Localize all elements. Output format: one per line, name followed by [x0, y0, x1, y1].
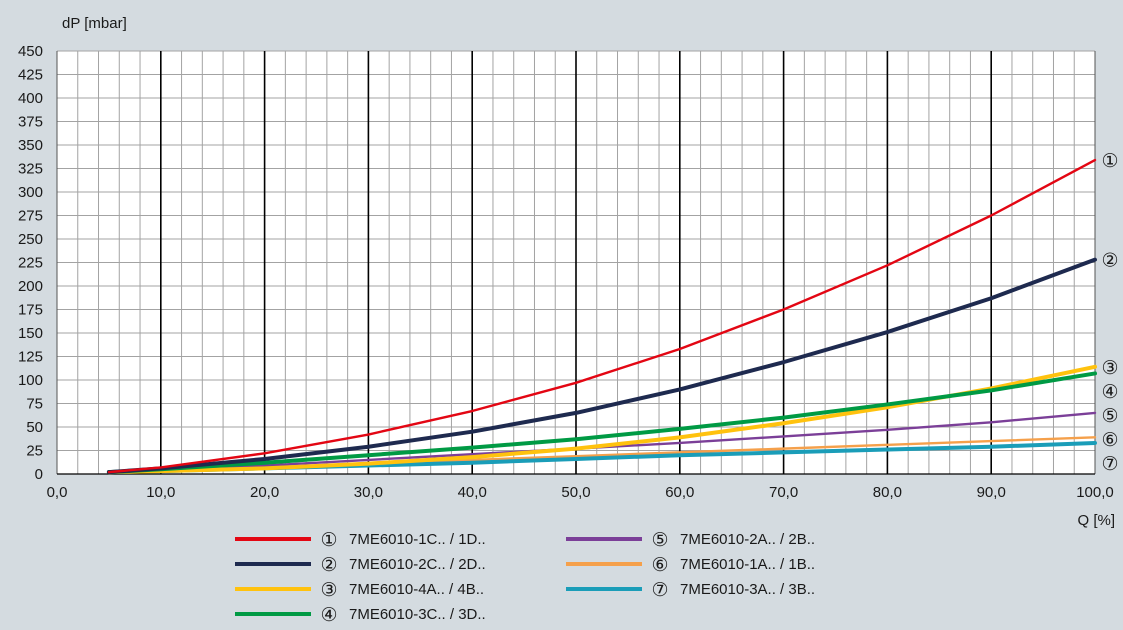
y-tick-label: 0: [35, 466, 43, 483]
y-tick-label: 50: [26, 419, 43, 436]
y-tick-labels: 0 25 50 75 100 125 150 175 200 225 250 275 300 325 350…: [18, 43, 43, 483]
legend-marker: ①: [320, 529, 337, 551]
y-tick-label: 75: [26, 396, 43, 413]
x-tick-label: 0,0: [47, 484, 68, 501]
y-tick-label: 375: [18, 114, 43, 131]
y-tick-label: 175: [18, 302, 43, 319]
series-end-marker: ⑥: [1101, 429, 1118, 451]
x-tick-label: 100,0: [1076, 484, 1114, 501]
legend-marker: ③: [320, 579, 337, 601]
x-tick-label: 70,0: [769, 484, 798, 501]
y-tick-label: 125: [18, 349, 43, 366]
x-tick-label: 60,0: [665, 484, 694, 501]
y-tick-label: 200: [18, 278, 43, 295]
x-tick-label: 20,0: [250, 484, 279, 501]
y-tick-label: 350: [18, 137, 43, 154]
y-tick-label: 400: [18, 90, 43, 107]
legend-marker: ④: [320, 604, 337, 626]
legend-marker: ②: [320, 554, 337, 576]
x-tick-label: 30,0: [354, 484, 383, 501]
legend: ① 7ME6010-1C.. / 1D.. ② 7ME6010-2C.. / 2D..…: [235, 529, 815, 626]
series-end-marker: ③: [1101, 357, 1118, 379]
series-end-marker: ①: [1101, 150, 1118, 172]
y-tick-label: 225: [18, 255, 43, 272]
x-tick-label: 50,0: [561, 484, 590, 501]
x-tick-label: 90,0: [977, 484, 1006, 501]
series-end-marker: ⑤: [1101, 405, 1118, 427]
series-line: [106, 257, 1097, 475]
series-end-marker: ⑦: [1101, 453, 1118, 475]
series-end-marker: ②: [1101, 250, 1118, 272]
legend-label: 7ME6010-2A.. / 2B..: [680, 531, 815, 548]
x-tick-label: 80,0: [873, 484, 902, 501]
legend-marker: ⑥: [651, 554, 668, 576]
y-tick-label: 425: [18, 67, 43, 84]
legend-label: 7ME6010-2C.. / 2D..: [349, 556, 486, 573]
series-line: [107, 158, 1097, 474]
y-tick-label: 25: [26, 443, 43, 460]
y-tick-label: 100: [18, 372, 43, 389]
legend-label: 7ME6010-1C.. / 1D..: [349, 531, 486, 548]
x-tick-label: 40,0: [458, 484, 487, 501]
y-tick-label: 250: [18, 231, 43, 248]
series-line: [106, 371, 1097, 475]
legend-label: 7ME6010-1A.. / 1B..: [680, 556, 815, 573]
legend-marker: ⑦: [651, 579, 668, 601]
legend-label: 7ME6010-3A.. / 3B..: [680, 581, 815, 598]
legend-label: 7ME6010-3C.. / 3D..: [349, 606, 486, 623]
y-tick-label: 325: [18, 161, 43, 178]
x-axis-title: Q [%]: [1077, 512, 1115, 529]
x-tick-labels: 0,0 10,0 20,0 30,0 40,0 50,0 60,0 70,0 80,0 90,0 1…: [47, 484, 1114, 501]
y-tick-label: 150: [18, 325, 43, 342]
grid: [56, 50, 1096, 475]
legend-marker: ⑤: [651, 529, 668, 551]
y-tick-label: 450: [18, 43, 43, 60]
series-lines: [106, 158, 1097, 475]
y-axis-title: dP [mbar]: [62, 15, 127, 32]
y-tick-label: 275: [18, 208, 43, 225]
y-tick-label: 300: [18, 184, 43, 201]
legend-label: 7ME6010-4A.. / 4B..: [349, 581, 484, 598]
x-tick-label: 10,0: [146, 484, 175, 501]
series-end-marker: ④: [1101, 381, 1118, 403]
